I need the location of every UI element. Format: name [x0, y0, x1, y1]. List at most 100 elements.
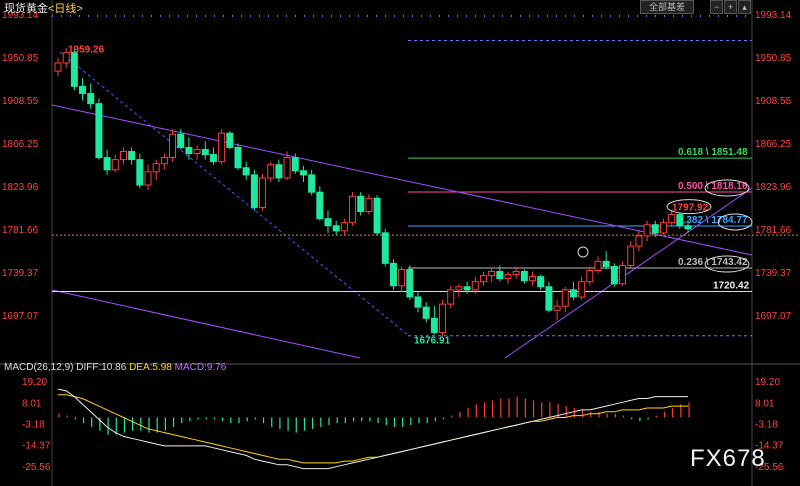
- candle-body: [373, 197, 381, 234]
- candle-body: [463, 286, 471, 291]
- dea-line: [58, 394, 688, 464]
- candle-body: [242, 167, 250, 176]
- candle-body: [62, 52, 70, 64]
- candle-body: [586, 270, 594, 283]
- candle-body: [610, 265, 618, 285]
- price-tick-right: 1739.37: [755, 268, 792, 279]
- candle-body: [602, 260, 610, 267]
- candle-body: [439, 303, 447, 334]
- candle-body: [430, 317, 438, 334]
- candle-body: [545, 286, 553, 311]
- recent-high-label: 1797.92: [672, 203, 709, 214]
- candle-body: [316, 191, 324, 220]
- price-tick-right: 1950.85: [755, 53, 792, 64]
- watermark: FX678: [690, 445, 766, 472]
- macd-tick-left: -3.18: [22, 419, 45, 430]
- period-label: <日线>: [48, 3, 83, 15]
- candle-body: [193, 148, 201, 155]
- macd-tick-right: 19.20: [755, 377, 780, 388]
- candle-body: [177, 133, 185, 148]
- candle-body: [79, 85, 87, 94]
- macd-tick-left: -25.56: [22, 462, 51, 473]
- low-label: 1676.91: [414, 336, 451, 347]
- candle-body: [619, 264, 627, 285]
- candle-body: [684, 225, 692, 230]
- view-all-button[interactable]: 全部基差: [640, 0, 694, 14]
- price-tick-left: 1993.14: [2, 10, 39, 21]
- fib-label-0.382: 0.382 \ 1784.77: [678, 215, 748, 226]
- candle-body: [218, 132, 226, 163]
- price-tick-right: 1823.96: [755, 182, 792, 193]
- dif-line: [57, 388, 688, 470]
- chart-title: 现货黄金<日线>: [4, 0, 83, 16]
- candle-body: [169, 133, 177, 159]
- candle-body: [512, 271, 520, 276]
- candle-body: [357, 195, 365, 213]
- macd-dea: DEA:5.98: [129, 362, 172, 373]
- candle-body: [308, 174, 316, 193]
- candle-body: [201, 148, 209, 156]
- price-tick-left: 1739.37: [2, 268, 39, 279]
- candle-body: [95, 103, 103, 159]
- price-tick-right: 1781.66: [755, 225, 792, 236]
- candle-body: [103, 157, 111, 171]
- candle-body: [381, 232, 389, 264]
- candle-body: [365, 197, 373, 213]
- candle-body: [496, 271, 504, 280]
- candle-body: [520, 271, 528, 282]
- candle-body: [537, 276, 545, 288]
- price-tick-right: 1866.25: [755, 139, 792, 150]
- candle-body: [111, 159, 119, 171]
- candle-body: [299, 170, 307, 176]
- candle-body: [250, 174, 258, 208]
- candle-body: [349, 195, 357, 224]
- highlight-ellipse: [704, 179, 750, 197]
- macd-tick-right: 8.01: [755, 398, 775, 409]
- candle-body: [569, 289, 577, 298]
- candle-body: [87, 92, 95, 105]
- candle-body: [455, 286, 463, 291]
- candle-body: [234, 146, 242, 169]
- price-tick-left: 1781.66: [2, 225, 39, 236]
- collapse-button[interactable]: ▴: [738, 0, 751, 14]
- candle-body: [561, 289, 569, 307]
- price-tick-left: 1950.85: [2, 53, 39, 64]
- downtrend-dashed: [59, 51, 409, 336]
- plus-button[interactable]: +: [724, 0, 737, 14]
- fib-label-0.618: 0.618 \ 1851.48: [678, 147, 748, 158]
- candle-body: [529, 276, 537, 282]
- candle-body: [144, 171, 152, 186]
- minus-button[interactable]: −: [710, 0, 723, 14]
- candle-body: [414, 296, 422, 308]
- macd-name: MACD(26,12,9): [4, 362, 74, 373]
- macd-tick-left: 8.01: [22, 398, 42, 409]
- macd-tick-left: 19.20: [22, 377, 47, 388]
- candle-body: [553, 305, 561, 311]
- price-tick-right: 1908.55: [755, 96, 792, 107]
- candle-body: [422, 306, 430, 319]
- macd-value: MACD:9.76: [174, 362, 227, 373]
- candle-body: [488, 271, 496, 277]
- macd-diff: DIFF:10.86: [76, 362, 127, 373]
- candle-body: [119, 150, 127, 161]
- macd-tick-right: -3.18: [755, 419, 778, 430]
- candle-body: [659, 222, 667, 234]
- highlight-ellipse: [717, 213, 753, 231]
- candle-body: [447, 289, 455, 305]
- candle-body: [226, 132, 234, 148]
- instrument-name: 现货黄金: [4, 3, 48, 15]
- candle-body: [283, 157, 291, 179]
- candle-body: [389, 262, 397, 287]
- high-label: 1959.26: [68, 44, 105, 55]
- candle-body: [275, 164, 283, 179]
- candle-body: [324, 218, 332, 227]
- macd-tick-right: -25.56: [755, 462, 784, 473]
- macd-header: MACD(26,12,9) DIFF:10.86 DEA:5.98 MACD:9…: [4, 362, 226, 373]
- candle-body: [54, 62, 62, 72]
- candle-body: [128, 150, 136, 161]
- support-label: 1720.42: [713, 280, 750, 291]
- candle-body: [504, 274, 512, 280]
- candle-body: [676, 214, 684, 227]
- candle-body: [136, 159, 144, 186]
